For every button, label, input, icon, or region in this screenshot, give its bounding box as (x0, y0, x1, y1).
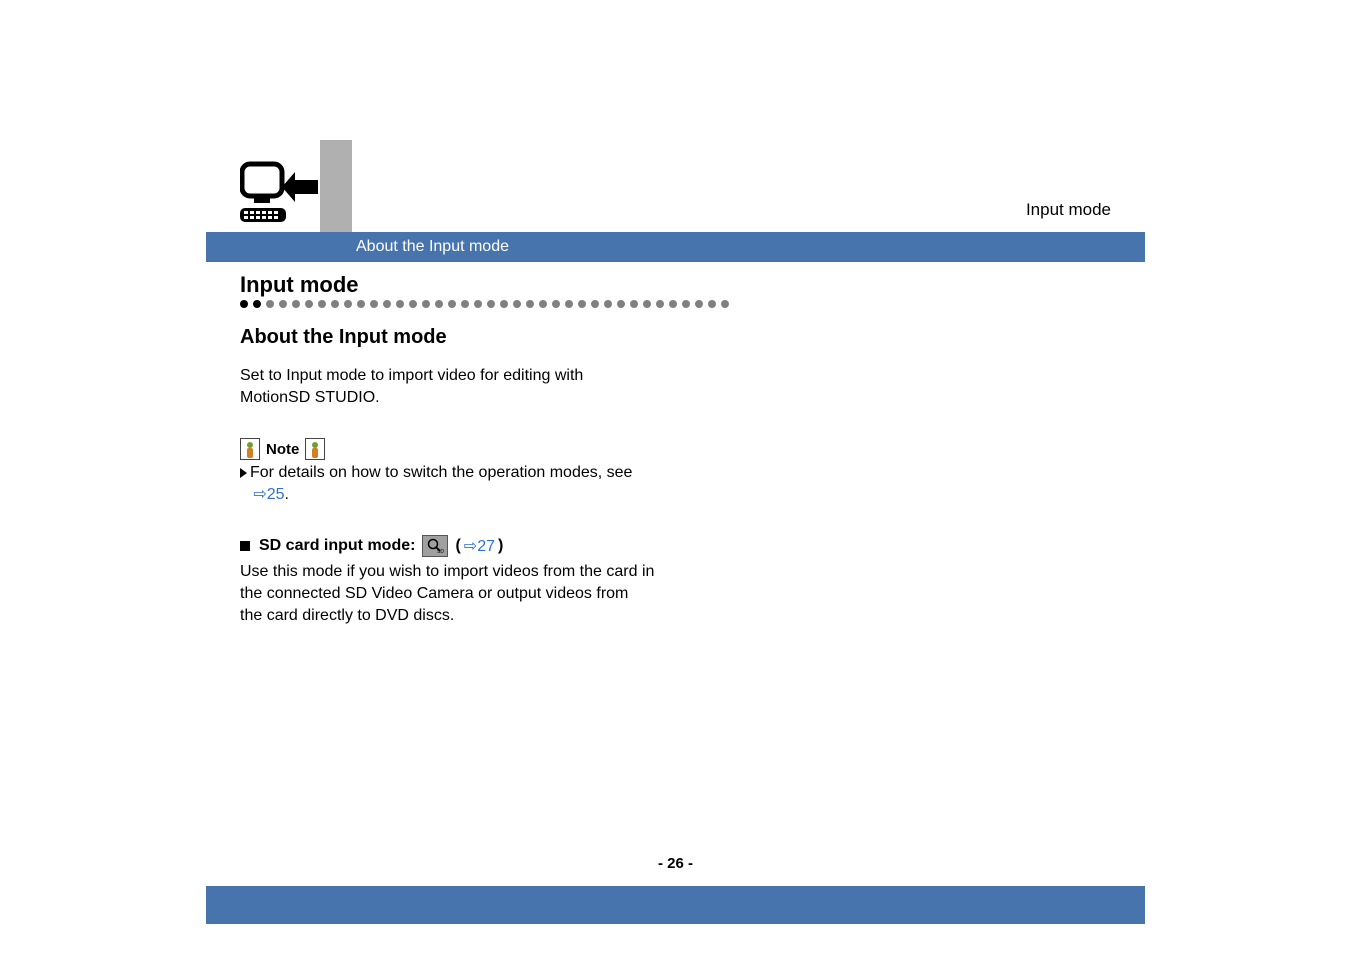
side-gray-block (320, 140, 352, 232)
dot (266, 300, 274, 308)
page-number: - 26 - (0, 855, 1351, 872)
dot (539, 300, 547, 308)
sd-mode-heading: SD card input mode: SD (⇨27) (240, 535, 840, 557)
heading-1: Input mode (240, 272, 840, 298)
dot (344, 300, 352, 308)
dot (708, 300, 716, 308)
dot (500, 300, 508, 308)
dot (435, 300, 443, 308)
dot (682, 300, 690, 308)
dot (474, 300, 482, 308)
main-content: Input mode About the Input mode Set to I… (240, 272, 840, 626)
device-pc-icon (240, 160, 320, 230)
dot (292, 300, 300, 308)
dot (513, 300, 521, 308)
note-label: Note (264, 441, 301, 458)
dot (253, 300, 261, 308)
dot (552, 300, 560, 308)
dot (604, 300, 612, 308)
page-root: Input mode About the Input mode Input mo… (0, 0, 1351, 954)
page-link-27-number: 27 (477, 538, 495, 555)
logo (240, 160, 320, 235)
dot (357, 300, 365, 308)
sd-body-line-2: the connected SD Video Camera or output … (240, 585, 628, 602)
bullet-triangle-icon (240, 468, 247, 478)
sd-mode-prefix: SD card input mode: (259, 537, 415, 555)
dot (383, 300, 391, 308)
note-person-icon (240, 438, 260, 460)
intro-line-2: MotionSD STUDIO. (240, 389, 380, 406)
paren-close: ) (498, 537, 503, 555)
decorative-dots (240, 300, 840, 308)
dot (331, 300, 339, 308)
paren-open: ( (455, 537, 460, 555)
dot (318, 300, 326, 308)
dot (448, 300, 456, 308)
sd-body-line-1: Use this mode if you wish to import vide… (240, 563, 654, 580)
sd-mode-body: Use this mode if you wish to import vide… (240, 561, 840, 626)
note-text-content: For details on how to switch the operati… (250, 464, 632, 481)
dot (578, 300, 586, 308)
heading-2: About the Input mode (240, 326, 840, 349)
running-head: Input mode (1026, 200, 1111, 220)
dot (643, 300, 651, 308)
footer-bar (206, 886, 1145, 924)
note-person-icon-2 (305, 438, 325, 460)
page-link-25[interactable]: ⇨25 (253, 486, 284, 503)
dot (591, 300, 599, 308)
square-bullet-icon (240, 541, 250, 551)
dot (487, 300, 495, 308)
dot (565, 300, 573, 308)
intro-paragraph: Set to Input mode to import video for ed… (240, 365, 840, 408)
sd-body-line-3: the card directly to DVD discs. (240, 607, 454, 624)
section-title-text: About the Input mode (206, 232, 1145, 262)
note-heading: Note (240, 438, 840, 460)
dot (461, 300, 469, 308)
dot (695, 300, 703, 308)
dot (279, 300, 287, 308)
dot (526, 300, 534, 308)
page-link-27[interactable]: ⇨27 (464, 536, 495, 556)
dot (240, 300, 248, 308)
dot (617, 300, 625, 308)
dot (396, 300, 404, 308)
dot (305, 300, 313, 308)
dot (370, 300, 378, 308)
dot (669, 300, 677, 308)
svg-text:SD: SD (437, 549, 444, 554)
note-body: For details on how to switch the operati… (240, 462, 840, 505)
dot (721, 300, 729, 308)
page-link-25-number: 25 (267, 486, 285, 503)
sd-card-icon: SD (422, 535, 448, 557)
dot (656, 300, 664, 308)
dot (422, 300, 430, 308)
dot (409, 300, 417, 308)
section-title-bar: About the Input mode (206, 232, 1145, 262)
dot (630, 300, 638, 308)
intro-line-1: Set to Input mode to import video for ed… (240, 367, 583, 384)
note-suffix: . (285, 486, 289, 503)
